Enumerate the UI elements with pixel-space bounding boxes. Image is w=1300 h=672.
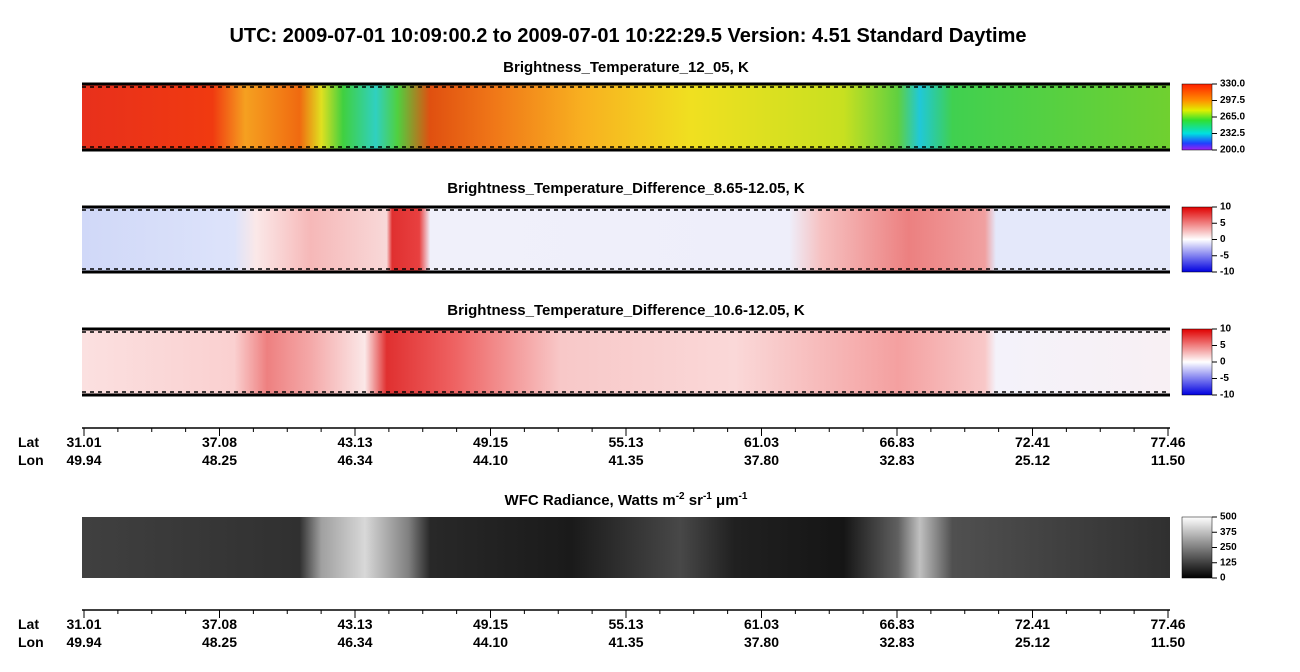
- lon-label: 37.80: [744, 452, 779, 468]
- lat-label: 61.03: [744, 616, 779, 632]
- lon-label: 37.80: [744, 634, 779, 650]
- lat-label: 55.13: [608, 616, 643, 632]
- colorbar-tick-label: 0: [1220, 573, 1226, 584]
- colorbar-tick-label: 5: [1220, 218, 1226, 229]
- image-strip: [82, 329, 1170, 395]
- lon-label: 44.10: [473, 634, 508, 650]
- colorbar-tick-label: -10: [1220, 267, 1235, 278]
- lat-label: 72.41: [1015, 434, 1050, 450]
- colorbar-tick-label: 10: [1220, 202, 1232, 213]
- lat-label: 72.41: [1015, 616, 1050, 632]
- colorbar-tick-label: 232.5: [1220, 128, 1245, 139]
- colorbar-tick-label: 0: [1220, 357, 1226, 368]
- lon-label: 32.83: [879, 452, 914, 468]
- lon-label: 11.50: [1151, 634, 1185, 650]
- lon-label: 41.35: [608, 634, 643, 650]
- colorbar-tick-label: 125: [1220, 557, 1237, 568]
- lon-label: 48.25: [202, 452, 237, 468]
- title-part: μm: [712, 492, 739, 509]
- lon-label: 32.83: [879, 634, 914, 650]
- colorbar: [1181, 206, 1213, 273]
- lat-label: 43.13: [337, 434, 372, 450]
- panel-title: WFC Radiance, Watts m-2 sr-1 μm-1: [505, 491, 748, 509]
- colorbar-tick-label: 250: [1220, 542, 1237, 553]
- lat-label: 31.01: [66, 616, 101, 632]
- colorbar: [1181, 328, 1213, 396]
- lon-label: 49.94: [66, 634, 101, 650]
- lon-label: 25.12: [1015, 452, 1050, 468]
- title-part: sr: [685, 492, 704, 509]
- colorbar-tick-label: 0: [1220, 234, 1226, 245]
- colorbar-tick-label: 5: [1220, 340, 1226, 351]
- title-part: WFC Radiance, Watts m: [505, 492, 676, 509]
- axis-label: Lon: [18, 634, 44, 650]
- image-strip: [82, 84, 1170, 150]
- lat-label: 49.15: [473, 434, 508, 450]
- lon-label: 41.35: [608, 452, 643, 468]
- image-strip: [82, 207, 1170, 272]
- lon-label: 49.94: [66, 452, 101, 468]
- superscript: -1: [739, 491, 748, 502]
- colorbar-tick-label: 200.0: [1220, 145, 1245, 156]
- panel-title: Brightness_Temperature_12_05, K: [503, 59, 749, 76]
- colorbar-tick-label: 265.0: [1220, 112, 1245, 123]
- lat-label: 55.13: [608, 434, 643, 450]
- colorbar-tick-label: -5: [1220, 373, 1229, 384]
- colorbar-tick-label: -10: [1220, 390, 1235, 401]
- colorbar: [1181, 83, 1213, 151]
- lon-label: 25.12: [1015, 634, 1050, 650]
- lat-label: 31.01: [66, 434, 101, 450]
- lon-label: 46.34: [337, 452, 372, 468]
- lat-label: 61.03: [744, 434, 779, 450]
- panel-title: Brightness_Temperature_Difference_8.65-1…: [447, 180, 805, 197]
- colorbar-tick-label: 375: [1220, 527, 1237, 538]
- colorbar-tick-label: 500: [1220, 512, 1237, 523]
- superscript: -2: [676, 491, 685, 502]
- lon-label: 44.10: [473, 452, 508, 468]
- figure-title: UTC: 2009-07-01 10:09:00.2 to 2009-07-01…: [229, 25, 1026, 47]
- colorbar: [1181, 516, 1213, 579]
- lat-label: 49.15: [473, 616, 508, 632]
- axis-label: Lat: [18, 616, 39, 632]
- image-strip: [82, 517, 1170, 578]
- panel-title: Brightness_Temperature_Difference_10.6-1…: [447, 302, 805, 319]
- lat-label: 77.46: [1150, 434, 1185, 450]
- lon-label: 11.50: [1151, 452, 1185, 468]
- lat-label: 66.83: [879, 434, 914, 450]
- lat-label: 37.08: [202, 434, 237, 450]
- colorbar-tick-label: 330.0: [1220, 79, 1245, 90]
- axis-label: Lon: [18, 452, 44, 468]
- colorbar-tick-label: 297.5: [1220, 95, 1245, 106]
- superscript: -1: [703, 491, 712, 502]
- lon-label: 48.25: [202, 634, 237, 650]
- colorbar-tick-label: -5: [1220, 250, 1229, 261]
- lat-label: 77.46: [1150, 616, 1185, 632]
- colorbar-tick-label: 10: [1220, 324, 1232, 335]
- lat-label: 43.13: [337, 616, 372, 632]
- lon-label: 46.34: [337, 634, 372, 650]
- lat-label: 66.83: [879, 616, 914, 632]
- lat-label: 37.08: [202, 616, 237, 632]
- axis-label: Lat: [18, 434, 39, 450]
